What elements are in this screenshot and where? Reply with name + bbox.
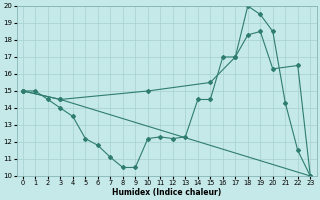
X-axis label: Humidex (Indice chaleur): Humidex (Indice chaleur) bbox=[112, 188, 221, 197]
